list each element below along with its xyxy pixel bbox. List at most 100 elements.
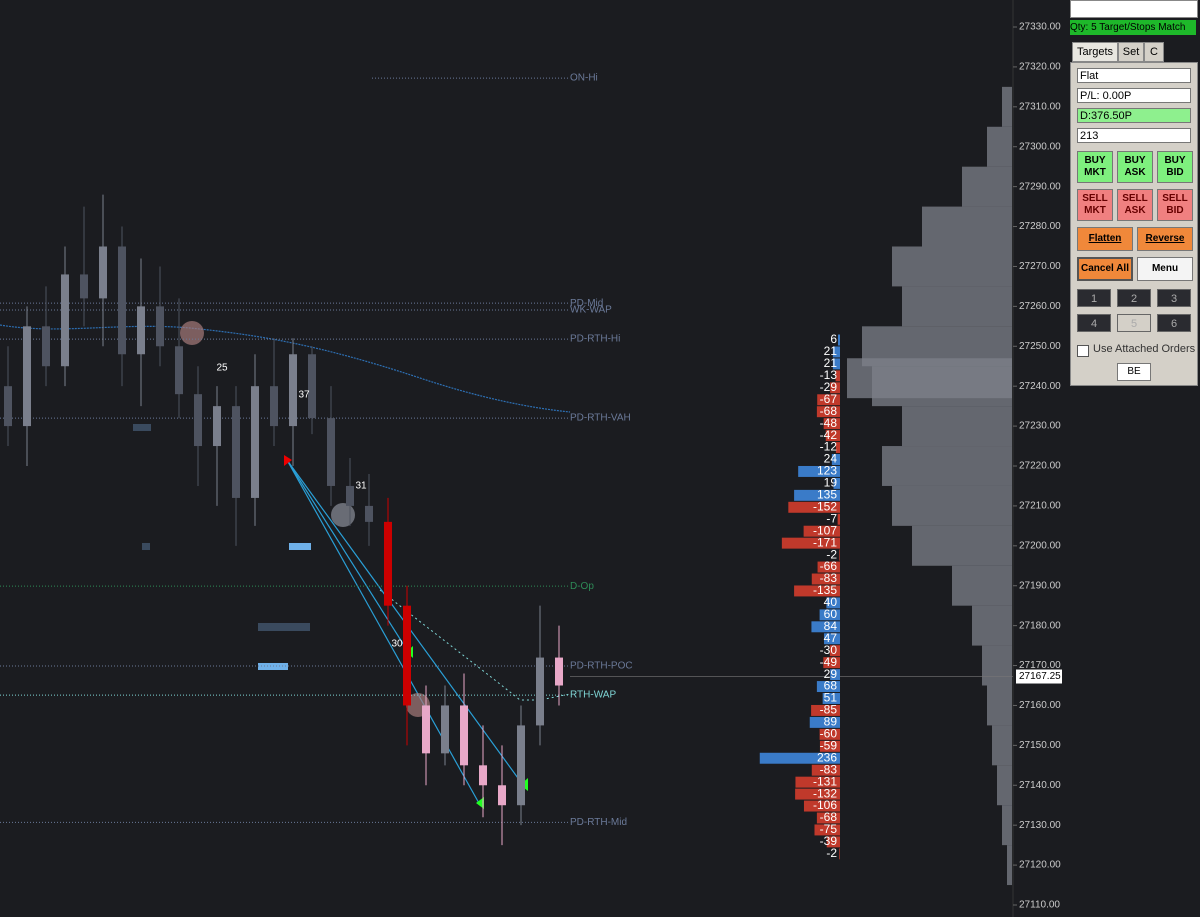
delta-bar xyxy=(830,382,840,394)
y-tick-label: 27280.00 xyxy=(1019,221,1061,232)
delta-label: 21 xyxy=(824,344,838,358)
candle-body xyxy=(232,406,240,498)
delta-label: -83 xyxy=(820,762,838,776)
qty-status: Qty: 5 Target/Stops Match xyxy=(1070,20,1196,35)
candle-body xyxy=(42,326,50,367)
delta-bar xyxy=(830,669,840,681)
level-label: PD-RTH-POC xyxy=(570,661,633,672)
candle-body xyxy=(23,326,31,427)
block xyxy=(142,543,150,550)
delta-bar xyxy=(795,788,840,800)
sell-button[interactable]: SELL ASK xyxy=(1117,189,1153,221)
be-button[interactable]: BE xyxy=(1117,363,1151,381)
annotation: 37 xyxy=(298,390,310,401)
order-panel: Qty: 5 Target/Stops Match Targets Set C … xyxy=(1068,0,1200,917)
preset-button[interactable]: 6 xyxy=(1157,314,1191,332)
delta-label: 40 xyxy=(824,595,838,609)
delta-label: -2 xyxy=(826,547,837,561)
candle-body xyxy=(289,354,297,427)
signal xyxy=(284,455,292,466)
candle-body xyxy=(137,306,145,355)
delta-bar xyxy=(832,358,840,370)
level-label: RTH-WAP xyxy=(570,690,616,701)
delta-bar xyxy=(759,752,840,764)
reverse-button[interactable]: Reverse xyxy=(1137,227,1193,251)
order-box: Flat P/L: 0.00P D:376.50P 213 BUY MKT BU… xyxy=(1070,62,1198,386)
drawdown-field: D:376.50P xyxy=(1077,108,1191,123)
delta-bar xyxy=(832,346,840,358)
delta-bar xyxy=(823,418,840,430)
delta-bar xyxy=(803,800,840,812)
preset-button[interactable]: 1 xyxy=(1077,289,1111,307)
delta-bar xyxy=(837,513,840,525)
tab[interactable]: Targets xyxy=(1072,42,1118,62)
candle-body xyxy=(346,485,354,506)
profile-bar xyxy=(992,725,1012,766)
account-select[interactable]: 213 xyxy=(1077,128,1191,143)
buy-button[interactable]: BUY BID xyxy=(1157,151,1193,183)
rth-wap-line xyxy=(379,589,571,701)
delta-bar xyxy=(814,824,840,836)
delta-bar xyxy=(819,740,840,752)
y-tick-label: 27220.00 xyxy=(1019,461,1061,472)
delta-bar xyxy=(824,633,840,645)
delta-label: -39 xyxy=(820,834,838,848)
delta-label: -83 xyxy=(820,571,838,585)
buy-button[interactable]: BUY ASK xyxy=(1117,151,1153,183)
tab[interactable]: C xyxy=(1144,42,1164,62)
level-label: PD-RTH-VAH xyxy=(570,413,631,424)
delta-label: -66 xyxy=(820,559,838,573)
menu-button[interactable]: Menu xyxy=(1137,257,1193,281)
delta-label: 51 xyxy=(824,691,838,705)
delta-label: -75 xyxy=(820,822,838,836)
profile-bar xyxy=(892,246,1012,287)
delta-label: 19 xyxy=(824,476,838,490)
preset-button[interactable]: 2 xyxy=(1117,289,1151,307)
delta-bar xyxy=(839,549,840,561)
candle-body xyxy=(498,785,506,806)
profile-bar xyxy=(952,565,1012,606)
sell-button[interactable]: SELL MKT xyxy=(1077,189,1113,221)
dropdown[interactable] xyxy=(1070,0,1198,18)
delta-label: 47 xyxy=(824,631,838,645)
delta-label: -7 xyxy=(826,511,837,525)
block xyxy=(258,663,288,670)
flatten-button[interactable]: Flatten xyxy=(1077,227,1133,251)
delta-label: -132 xyxy=(813,786,837,800)
delta-bar xyxy=(837,334,840,346)
sell-button[interactable]: SELL BID xyxy=(1157,189,1193,221)
signal xyxy=(476,797,484,809)
preset-button[interactable]: 3 xyxy=(1157,289,1191,307)
annotation: 30 xyxy=(391,639,403,650)
delta-bar xyxy=(819,728,840,740)
candle-body xyxy=(517,725,525,806)
preset-button[interactable]: 4 xyxy=(1077,314,1111,332)
delta-label: -30 xyxy=(820,643,838,657)
buy-button[interactable]: BUY MKT xyxy=(1077,151,1113,183)
y-tick-label: 27250.00 xyxy=(1019,341,1061,352)
cancel-all-button[interactable]: Cancel All xyxy=(1077,257,1133,281)
preset-button[interactable]: 5 xyxy=(1117,314,1151,332)
y-tick-label: 27170.00 xyxy=(1019,660,1061,671)
y-tick-label: 27300.00 xyxy=(1019,141,1061,152)
delta-bar xyxy=(822,693,840,704)
delta-label: -106 xyxy=(813,798,837,812)
y-tick-label: 27260.00 xyxy=(1019,301,1061,312)
block xyxy=(258,623,310,631)
delta-label: 29 xyxy=(824,667,838,681)
profile-bar xyxy=(922,206,1012,247)
checkbox[interactable] xyxy=(1077,345,1089,357)
delta-bar xyxy=(811,764,840,776)
current-price-label: 27167.25 xyxy=(1019,671,1061,682)
vwap-line xyxy=(0,324,571,413)
profile-bar xyxy=(982,645,1012,686)
y-tick-label: 27330.00 xyxy=(1019,22,1061,33)
delta-bar xyxy=(816,812,840,824)
block xyxy=(133,424,151,431)
delta-bar xyxy=(811,573,840,585)
delta-label: -131 xyxy=(813,774,837,788)
tab[interactable]: Set xyxy=(1118,42,1144,62)
candle-body xyxy=(4,386,12,427)
y-tick-label: 27110.00 xyxy=(1019,900,1060,911)
